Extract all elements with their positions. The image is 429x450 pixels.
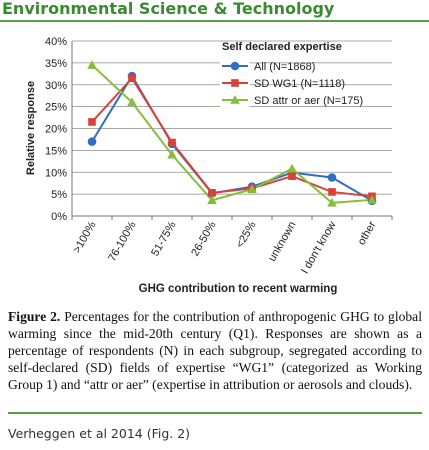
- x-tick-label: other: [356, 219, 379, 247]
- data-point: [208, 189, 216, 197]
- series-line-2: [91, 64, 373, 204]
- y-tick-label: 35%: [45, 58, 67, 70]
- data-point: [87, 137, 97, 146]
- data-point: [327, 173, 337, 182]
- data-point: [207, 195, 217, 205]
- y-tick-label: 15%: [45, 145, 67, 157]
- y-tick-label: 0%: [51, 211, 67, 223]
- x-tick-label: unknown: [266, 220, 298, 264]
- legend-marker: [230, 95, 240, 104]
- x-tick-label: <25%: [234, 219, 259, 250]
- series-line-1: [91, 76, 373, 198]
- legend-marker: [230, 61, 240, 71]
- x-tick-label: >100%: [71, 219, 99, 255]
- caption-text: Percentages for the contribution of anth…: [8, 309, 422, 392]
- legend-entry: All (N=1868): [254, 61, 315, 73]
- caption-label: Figure 2.: [8, 309, 61, 324]
- legend-marker: [231, 79, 239, 87]
- y-tick-label: 5%: [51, 189, 67, 201]
- x-tick-label: 76-100%: [106, 219, 139, 263]
- footer-divider: [8, 412, 422, 414]
- y-axis-label: Relative response: [25, 81, 37, 175]
- data-point: [287, 163, 297, 173]
- y-tick-label: 40%: [45, 36, 67, 48]
- data-point: [88, 118, 96, 126]
- citation: Verheggen et al 2014 (Fig. 2): [8, 426, 191, 441]
- x-tick-label: 51-75%: [149, 219, 178, 258]
- x-tick-label: 26-50%: [189, 219, 218, 258]
- x-axis-label: GHG contribution to recent warming: [139, 283, 338, 295]
- journal-header: Environmental Science & Technology: [0, 0, 429, 22]
- data-point: [367, 194, 377, 204]
- line-chart: Relative response GHG contribution to re…: [25, 36, 393, 295]
- legend-entry: SD WG1 (N=1118): [254, 78, 345, 90]
- data-point: [168, 138, 176, 147]
- data-point: [167, 149, 177, 159]
- data-point: [87, 60, 97, 69]
- y-tick-label: 30%: [45, 80, 67, 92]
- data-point: [128, 74, 136, 82]
- data-point: [328, 188, 336, 196]
- x-tick-label: I don't know: [299, 219, 339, 276]
- y-tick-label: 20%: [45, 124, 67, 136]
- data-point: [288, 172, 296, 180]
- figure-caption: Figure 2. Percentages for the contributi…: [8, 308, 422, 393]
- y-tick-label: 25%: [45, 102, 67, 114]
- data-point: [247, 184, 257, 194]
- journal-title: Environmental Science & Technology: [2, 0, 335, 18]
- data-point: [327, 197, 337, 207]
- legend-entry: SD attr or aer (N=175): [254, 95, 363, 107]
- legend-title: Self declared expertise: [222, 41, 342, 53]
- y-tick-label: 10%: [45, 167, 67, 179]
- data-point: [127, 97, 137, 107]
